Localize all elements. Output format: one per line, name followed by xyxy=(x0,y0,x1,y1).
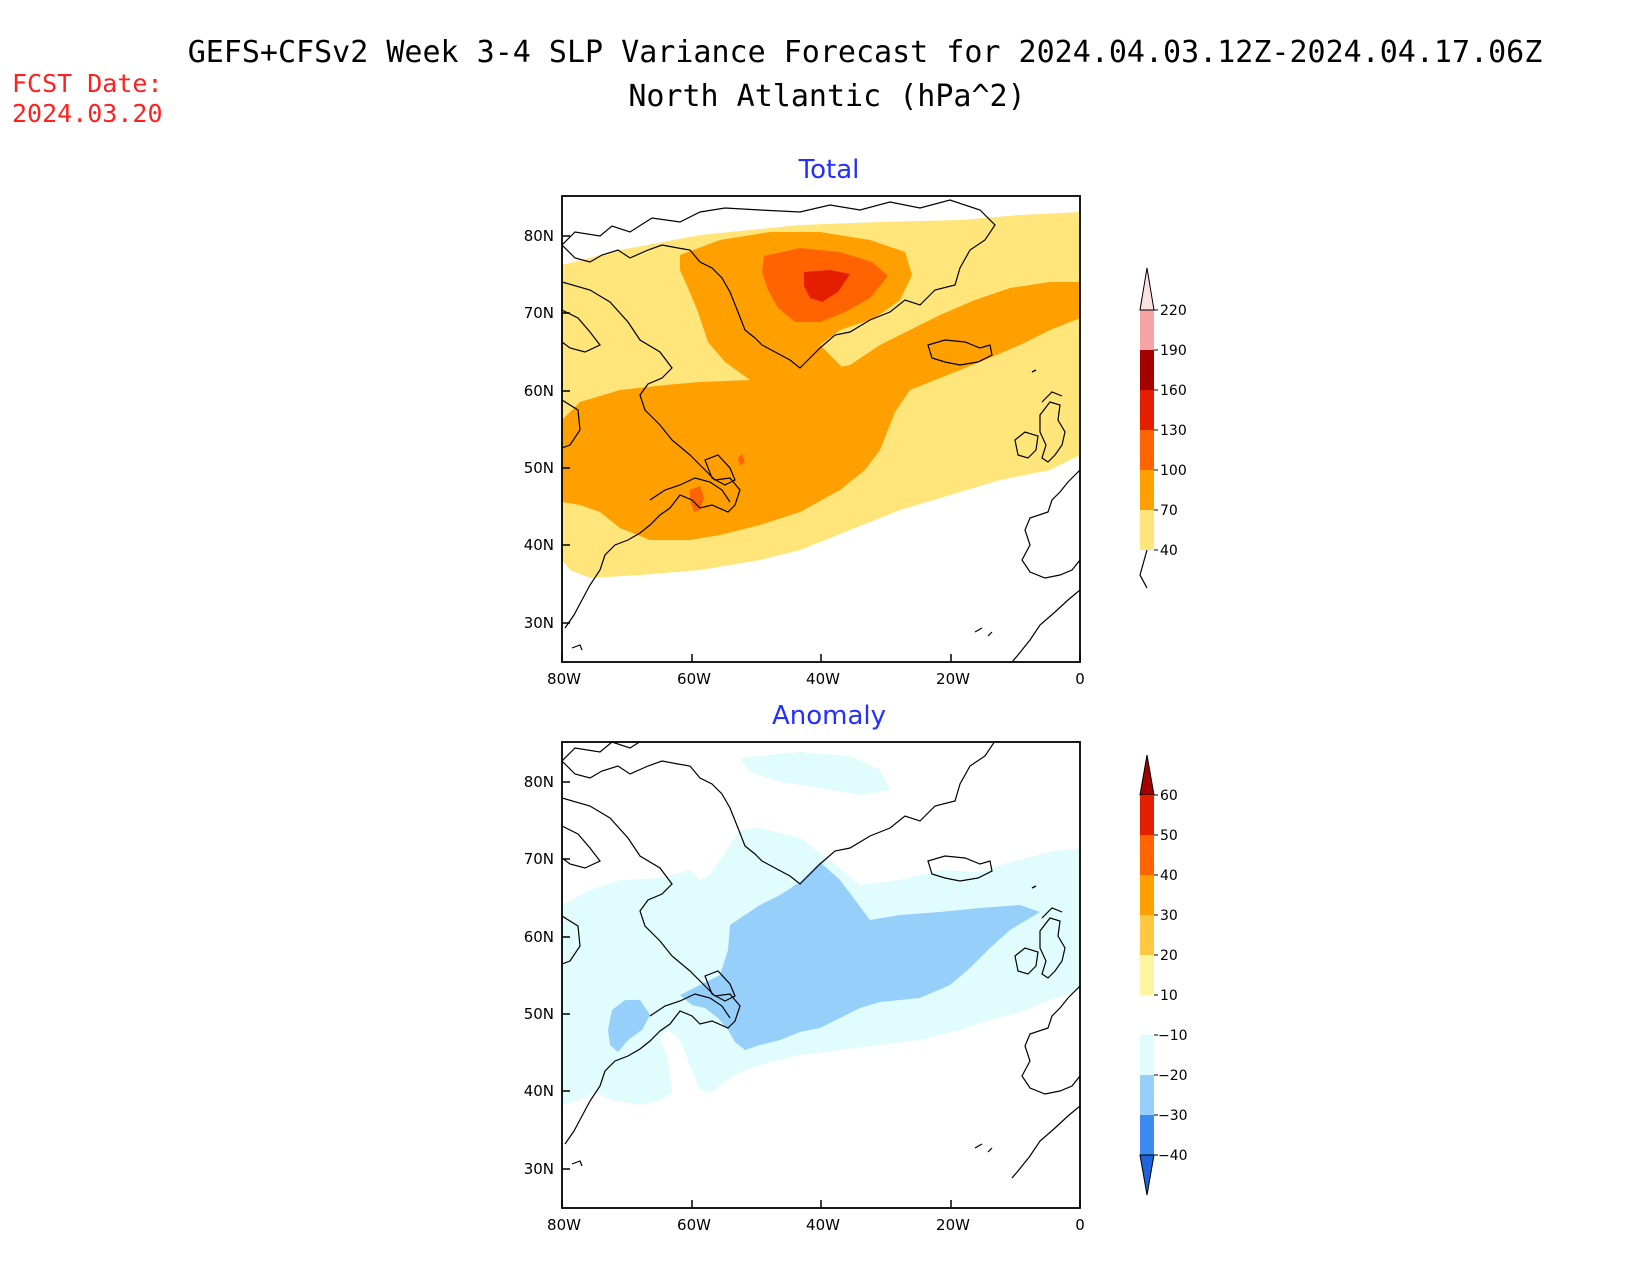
colorbar-swatch xyxy=(1140,470,1154,510)
colorbar-swatch xyxy=(1140,955,1154,995)
chart-subtitle: North Atlantic (hPa^2) xyxy=(628,79,1025,114)
colorbar-label: −30 xyxy=(1158,1108,1188,1124)
panel-title-anomaly: Anomaly xyxy=(772,701,886,731)
lon-label: 0 xyxy=(1075,1216,1085,1234)
colorbar-label: 40 xyxy=(1160,868,1178,884)
fcst-date-label: FCST Date: xyxy=(12,69,163,98)
lon-label: 20W xyxy=(936,1216,970,1234)
colorbar-swatch xyxy=(1140,390,1154,430)
lat-label: 80N xyxy=(524,227,554,245)
lat-label: 40N xyxy=(524,1082,554,1100)
total-contour-70 xyxy=(562,282,1080,540)
anomaly-colorbar: 60 50 40 30 20 10 −10 −20 −30 −40 xyxy=(1139,754,1188,1196)
anomaly-map: 80N 70N 60N 50N 40N 30N 80W 60W 40W 20W … xyxy=(524,741,1085,1234)
colorbar-label: 50 xyxy=(1160,828,1178,844)
colorbar-swatch xyxy=(1139,1154,1155,1196)
colorbar-label: 10 xyxy=(1160,988,1178,1004)
total-contour-100-small xyxy=(690,486,704,512)
colorbar-swatch xyxy=(1140,795,1154,835)
colorbar-label: 60 xyxy=(1160,788,1178,804)
panel-title-total: Total xyxy=(798,155,860,185)
anomaly-contour-neg20-west xyxy=(608,1000,650,1052)
colorbar-label: 160 xyxy=(1160,383,1187,399)
colorbar-label: 20 xyxy=(1160,948,1178,964)
lat-label: 80N xyxy=(524,773,554,791)
colorbar-label: −10 xyxy=(1158,1028,1188,1044)
colorbar-swatch xyxy=(1140,875,1154,915)
colorbar-label: −40 xyxy=(1158,1148,1188,1164)
lat-label: 50N xyxy=(524,459,554,477)
colorbar-swatch xyxy=(1140,350,1154,390)
colorbar-label: 30 xyxy=(1160,908,1178,924)
anomaly-contour-neg20 xyxy=(680,862,1040,1050)
colorbar-label: 100 xyxy=(1160,463,1187,479)
lon-label: 80W xyxy=(547,670,581,688)
anomaly-contour-neg10-north xyxy=(740,752,890,795)
colorbar-swatch xyxy=(1140,310,1154,350)
lat-label: 70N xyxy=(524,304,554,322)
lat-label: 60N xyxy=(524,928,554,946)
lon-label: 40W xyxy=(806,670,840,688)
colorbar-label: 40 xyxy=(1160,543,1178,559)
fcst-date-value: 2024.03.20 xyxy=(12,99,163,128)
colorbar-label: 190 xyxy=(1160,343,1187,359)
colorbar-swatch xyxy=(1140,915,1154,955)
lat-label: 30N xyxy=(524,614,554,632)
lon-label: 80W xyxy=(547,1216,581,1234)
lat-label: 60N xyxy=(524,382,554,400)
colorbar-swatch xyxy=(1140,1035,1154,1075)
colorbar-label: 130 xyxy=(1160,423,1187,439)
total-colorbar: 40 70 100 130 160 190 220 xyxy=(1139,267,1187,589)
colorbar-swatch xyxy=(1140,430,1154,470)
colorbar-label: −20 xyxy=(1158,1068,1188,1084)
colorbar-label: 70 xyxy=(1160,503,1178,519)
lat-label: 70N xyxy=(524,850,554,868)
colorbar-swatch xyxy=(1140,1075,1154,1115)
lon-label: 0 xyxy=(1075,670,1085,688)
lon-label: 60W xyxy=(677,1216,711,1234)
lat-label: 50N xyxy=(524,1005,554,1023)
total-contour-130 xyxy=(804,270,850,302)
colorbar-swatch xyxy=(1140,995,1154,1035)
total-map: 80N 70N 60N 50N 40N 30N 80W 60W 40W 20W … xyxy=(524,195,1085,688)
lon-label: 60W xyxy=(677,670,711,688)
lon-label: 20W xyxy=(936,670,970,688)
lon-label: 40W xyxy=(806,1216,840,1234)
colorbar-label: 220 xyxy=(1160,303,1187,319)
colorbar-swatch xyxy=(1139,754,1155,796)
colorbar-swatch xyxy=(1140,510,1154,550)
lat-label: 40N xyxy=(524,536,554,554)
chart-title: GEFS+CFSv2 Week 3-4 SLP Variance Forecas… xyxy=(188,35,1543,70)
lat-label: 30N xyxy=(524,1160,554,1178)
colorbar-swatch xyxy=(1140,835,1154,875)
colorbar-swatch xyxy=(1140,1115,1154,1155)
